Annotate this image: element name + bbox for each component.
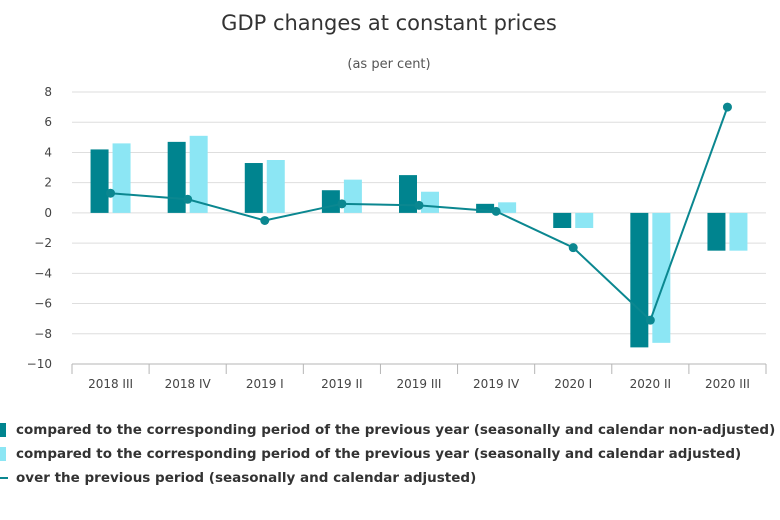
x-tick-label: 2019 IV: [473, 377, 520, 391]
x-tick-label: 2019 I: [246, 377, 284, 391]
bar-non-adjusted: [630, 212, 649, 348]
legend-label-non-adjusted: compared to the corresponding period of …: [16, 422, 776, 438]
y-axis: 8 6 4 2 0 −2 −4 −6 −8 −10: [27, 85, 52, 371]
bar-adjusted: [266, 160, 285, 213]
legend-label-adjusted: compared to the corresponding period of …: [16, 446, 742, 462]
chart-title: GDP changes at constant prices: [221, 11, 557, 35]
y-tick-label: 8: [44, 85, 52, 99]
gridlines: [72, 91, 766, 335]
x-tick-label: 2019 III: [397, 377, 442, 391]
y-tick-label: 0: [44, 206, 52, 220]
y-tick-label: 6: [44, 115, 52, 129]
bars: [90, 135, 748, 348]
line-point: [722, 102, 732, 112]
y-tick-label: −10: [27, 357, 52, 371]
y-tick-label: −2: [34, 236, 52, 250]
line-point: [645, 315, 655, 325]
y-tick-label: 2: [44, 176, 52, 190]
x-tick-label: 2020 I: [554, 377, 592, 391]
line-point: [183, 194, 193, 204]
chart-subtitle: (as per cent): [347, 57, 430, 72]
bar-non-adjusted: [244, 163, 263, 213]
bar-adjusted: [729, 212, 748, 251]
bar-adjusted: [189, 135, 208, 213]
bar-adjusted: [575, 212, 594, 228]
x-tick-label: 2018 III: [88, 377, 133, 391]
line-point: [337, 199, 347, 209]
line-point: [260, 215, 270, 225]
y-tick-label: 4: [44, 145, 52, 159]
line-series: [106, 102, 732, 325]
legend-item-adjusted[interactable]: compared to the corresponding period of …: [0, 442, 780, 466]
y-tick-label: −4: [34, 266, 52, 280]
legend-item-previous-period[interactable]: over the previous period (seasonally and…: [0, 466, 780, 490]
bar-adjusted: [498, 202, 517, 213]
bar-non-adjusted: [553, 212, 572, 228]
legend-label-previous-period: over the previous period (seasonally and…: [16, 470, 477, 486]
bar-adjusted: [652, 212, 671, 343]
x-tick-label: 2020 II: [630, 377, 671, 391]
bar-non-adjusted: [476, 203, 495, 213]
legend-swatch-adjusted: [0, 447, 6, 461]
y-tick-label: −8: [34, 327, 52, 341]
x-tick-label: 2019 II: [321, 377, 362, 391]
bar-adjusted: [112, 143, 131, 213]
line-point: [414, 200, 424, 210]
x-tick-label: 2018 IV: [165, 377, 212, 391]
bar-adjusted: [343, 179, 362, 213]
legend-swatch-non-adjusted: [0, 423, 6, 437]
legend: compared to the corresponding period of …: [0, 418, 780, 490]
bar-non-adjusted: [321, 190, 340, 213]
bar-non-adjusted: [399, 175, 417, 213]
x-axis: 2018 III 2018 IV 2019 I 2019 II 2019 III 2019…: [71, 363, 767, 391]
bar-non-adjusted: [167, 141, 186, 213]
gdp-chart: GDP changes at constant prices (as per c…: [27, 11, 767, 391]
y-tick-label: −6: [34, 297, 52, 311]
bar-non-adjusted: [90, 149, 109, 213]
x-tick-label: 2020 III: [705, 377, 750, 391]
bar-non-adjusted: [707, 212, 726, 251]
line-point: [491, 206, 501, 216]
legend-item-non-adjusted[interactable]: compared to the corresponding period of …: [0, 418, 780, 442]
legend-swatch-previous-period: [0, 477, 8, 479]
line-point: [106, 188, 116, 198]
bar-adjusted: [421, 191, 439, 213]
line-point: [568, 243, 578, 253]
